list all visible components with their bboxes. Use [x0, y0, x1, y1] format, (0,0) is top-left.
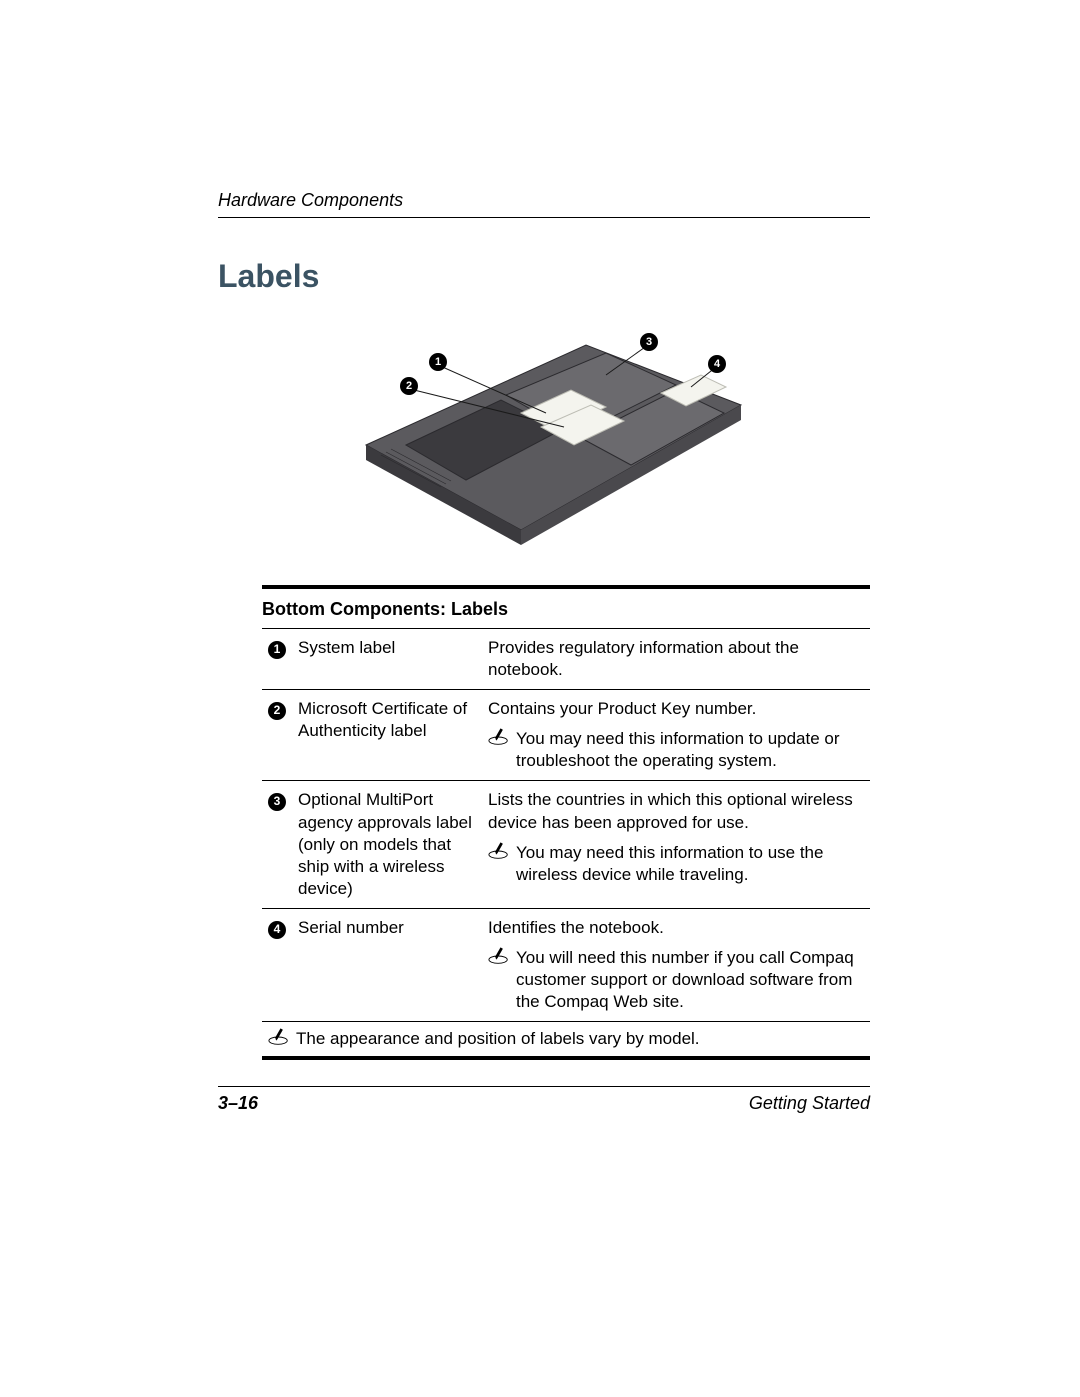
table-title: Bottom Components: Labels — [262, 589, 870, 628]
figure-callout-1: 1 — [429, 353, 447, 371]
row-number-cell: 1 — [262, 629, 292, 690]
note-icon — [268, 1028, 290, 1046]
note-icon — [488, 842, 510, 860]
note-block: You may need this information to use the… — [488, 842, 864, 886]
component-name: System label — [292, 629, 482, 690]
component-name: Serial number — [292, 908, 482, 1021]
note-block: You will need this number if you call Co… — [488, 947, 864, 1013]
table-row: 2 Microsoft Certificate of Authenticity l… — [262, 690, 870, 781]
table-footnote-cell: The appearance and position of labels va… — [262, 1022, 870, 1057]
running-head: Hardware Components — [218, 190, 870, 211]
labels-table: 1 System labelProvides regulatory informa… — [262, 629, 870, 1056]
row-number-badge: 1 — [268, 641, 286, 659]
note-block: You may need this information to update … — [488, 728, 864, 772]
component-description: Lists the countries in which this option… — [482, 781, 870, 908]
note-text: You may need this information to update … — [516, 728, 864, 772]
section-title: Labels — [218, 258, 870, 295]
page-number: 3–16 — [218, 1093, 258, 1114]
footer-rule — [218, 1086, 870, 1087]
row-number-badge: 2 — [268, 702, 286, 720]
page: Hardware Components Labels — [0, 0, 1080, 1397]
note-icon — [488, 947, 510, 965]
figure-callout-2: 2 — [400, 377, 418, 395]
row-number-badge: 4 — [268, 921, 286, 939]
row-number-badge: 3 — [268, 793, 286, 811]
table-row: 4 Serial number Identifies the notebook. Yo… — [262, 908, 870, 1021]
labels-tbody: 1 System labelProvides regulatory informa… — [262, 629, 870, 1056]
page-footer: 3–16 Getting Started — [218, 1093, 870, 1114]
component-name: Microsoft Certificate of Authenticity la… — [292, 690, 482, 781]
table-footnote-row: The appearance and position of labels va… — [262, 1022, 870, 1057]
note-text: You will need this number if you call Co… — [516, 947, 864, 1013]
description-text: Lists the countries in which this option… — [488, 789, 864, 833]
component-name: Optional MultiPort agency approvals labe… — [292, 781, 482, 908]
component-description: Provides regulatory information about th… — [482, 629, 870, 690]
figure-wrap: 12 3 4 — [218, 315, 870, 555]
labels-table-container: Bottom Components: Labels 1 System labelP… — [262, 585, 870, 1060]
description-text: Contains your Product Key number. — [488, 698, 864, 720]
table-row: 3 Optional MultiPort agency approvals lab… — [262, 781, 870, 908]
row-number-cell: 3 — [262, 781, 292, 908]
table-bottom-rule — [262, 1056, 870, 1060]
row-number-cell: 4 — [262, 908, 292, 1021]
figure-callout-3: 3 — [640, 333, 658, 351]
description-text: Identifies the notebook. — [488, 917, 864, 939]
component-description: Contains your Product Key number. You may… — [482, 690, 870, 781]
note-text: You may need this information to use the… — [516, 842, 864, 886]
header-rule — [218, 217, 870, 218]
table-footnote-text: The appearance and position of labels va… — [296, 1028, 700, 1050]
footer-book-title: Getting Started — [749, 1093, 870, 1114]
note-icon — [488, 728, 510, 746]
table-row: 1 System labelProvides regulatory informa… — [262, 629, 870, 690]
laptop-illustration — [346, 335, 746, 545]
component-description: Identifies the notebook. You will need th… — [482, 908, 870, 1021]
row-number-cell: 2 — [262, 690, 292, 781]
description-text: Provides regulatory information about th… — [488, 637, 864, 681]
figure-callout-4: 4 — [708, 355, 726, 373]
laptop-bottom-figure: 12 3 4 — [324, 315, 764, 555]
